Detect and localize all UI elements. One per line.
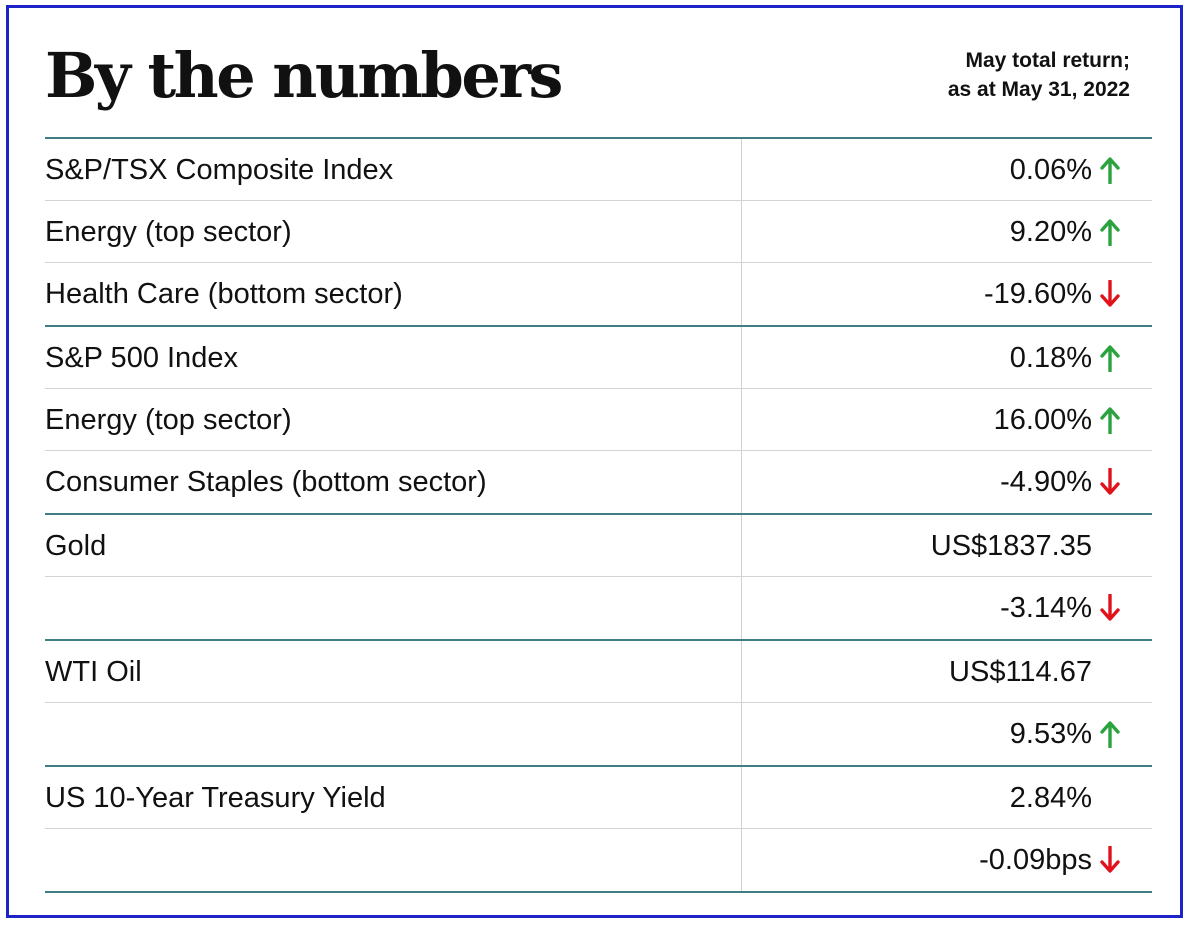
row-label: WTI Oil (45, 641, 742, 702)
arrow-down-icon (1098, 829, 1122, 891)
row-value-cell: 2.84% (742, 767, 1152, 828)
table-row: -0.09bps (45, 829, 1152, 891)
arrow-slot (1098, 515, 1122, 577)
row-label (45, 703, 742, 765)
table-row: 9.53% (45, 703, 1152, 765)
table-group: US 10-Year Treasury Yield 2.84% -0.09bps (45, 767, 1152, 893)
arrow-up-icon (1098, 201, 1122, 263)
table-row: Gold US$1837.35 (45, 515, 1152, 577)
row-value: 2.84% (1009, 782, 1092, 814)
row-label: S&P 500 Index (45, 327, 742, 388)
row-value-cell: US$114.67 (742, 641, 1152, 702)
row-value: 0.18% (1009, 342, 1092, 374)
table-row: Consumer Staples (bottom sector) -4.90% (45, 451, 1152, 513)
row-value-cell: 16.00% (742, 389, 1152, 450)
row-value: 9.20% (1009, 216, 1092, 248)
row-value: -0.09bps (979, 844, 1092, 876)
table-group: S&P 500 Index 0.18% Energy (top sector) … (45, 327, 1152, 515)
arrow-slot (1098, 767, 1122, 829)
table-group: S&P/TSX Composite Index 0.06% Energy (to… (45, 139, 1152, 327)
date-note: May total return; as at May 31, 2022 (948, 46, 1130, 104)
row-label: Consumer Staples (bottom sector) (45, 451, 742, 513)
row-label (45, 577, 742, 639)
row-value-cell: US$1837.35 (742, 515, 1152, 576)
row-value: 16.00% (993, 404, 1092, 436)
row-value-cell: -0.09bps (742, 829, 1152, 891)
arrow-slot (1098, 641, 1122, 703)
row-value-cell: 0.06% (742, 139, 1152, 200)
row-value-cell: -3.14% (742, 577, 1152, 639)
row-value-cell: -19.60% (742, 263, 1152, 325)
row-value-cell: 0.18% (742, 327, 1152, 388)
arrow-up-icon (1098, 389, 1122, 451)
arrow-up-icon (1098, 139, 1122, 201)
table-row: WTI Oil US$114.67 (45, 641, 1152, 703)
row-value: 9.53% (1009, 718, 1092, 750)
table-row: Energy (top sector) 9.20% (45, 201, 1152, 263)
date-note-line-2: as at May 31, 2022 (947, 78, 1130, 101)
page-title: By the numbers (45, 39, 563, 112)
row-label: Energy (top sector) (45, 201, 742, 262)
row-value: -19.60% (983, 278, 1092, 310)
table-group: Gold US$1837.35 -3.14% (45, 515, 1152, 641)
table-row: Health Care (bottom sector) -19.60% (45, 263, 1152, 325)
row-label: Gold (45, 515, 742, 576)
date-note-line-1: May total return; (965, 49, 1130, 72)
table-row: S&P/TSX Composite Index 0.06% (45, 139, 1152, 201)
row-value-cell: 9.53% (742, 703, 1152, 765)
returns-table: S&P/TSX Composite Index 0.06% Energy (to… (45, 137, 1152, 893)
row-label: S&P/TSX Composite Index (45, 139, 742, 200)
arrow-down-icon (1098, 577, 1122, 639)
row-value: US$114.67 (949, 656, 1092, 688)
row-label: Health Care (bottom sector) (45, 263, 742, 325)
table-group: WTI Oil US$114.67 9.53% (45, 641, 1152, 767)
row-value: US$1837.35 (930, 530, 1092, 562)
arrow-down-icon (1098, 263, 1122, 325)
table-row: Energy (top sector) 16.00% (45, 389, 1152, 451)
arrow-down-icon (1098, 451, 1122, 513)
row-value: 0.06% (1009, 154, 1092, 186)
arrow-up-icon (1098, 703, 1122, 765)
row-value-cell: -4.90% (742, 451, 1152, 513)
row-label: US 10-Year Treasury Yield (45, 767, 742, 828)
row-label (45, 829, 742, 891)
table-row: -3.14% (45, 577, 1152, 639)
row-value: -3.14% (1000, 592, 1092, 624)
arrow-up-icon (1098, 327, 1122, 389)
row-label: Energy (top sector) (45, 389, 742, 450)
card-frame: By the numbers May total return; as at M… (6, 5, 1183, 918)
table-row: US 10-Year Treasury Yield 2.84% (45, 767, 1152, 829)
table-row: S&P 500 Index 0.18% (45, 327, 1152, 389)
row-value: -4.90% (1000, 466, 1092, 498)
row-value-cell: 9.20% (742, 201, 1152, 262)
